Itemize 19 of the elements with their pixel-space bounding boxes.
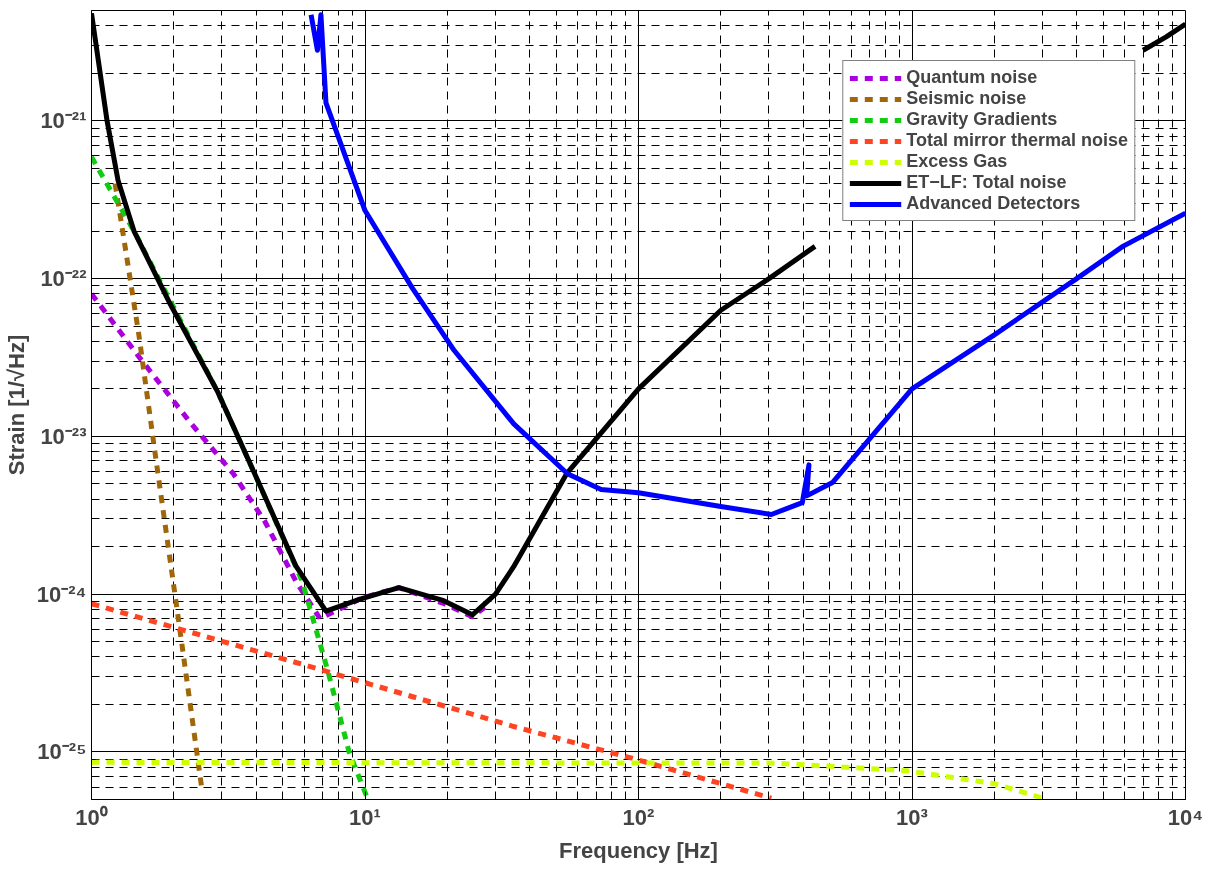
- y-tick-label: 10⁻²²: [40, 266, 87, 292]
- y-axis-title: Strain [1/√Hz]: [3, 334, 29, 476]
- x-tick-label: 10¹: [349, 804, 381, 830]
- legend-label: Seismic noise: [906, 88, 1027, 109]
- legend-label: Advanced Detectors: [906, 193, 1081, 214]
- legend-label: Quantum noise: [906, 67, 1038, 88]
- x-tick-label: 10³: [896, 804, 928, 830]
- legend-label: ET−LF: Total noise: [906, 172, 1067, 193]
- y-tick-label: 10⁻²³: [40, 423, 87, 449]
- x-tick-label: 10⁴: [1167, 804, 1204, 830]
- x-tick-label: 10²: [622, 804, 655, 830]
- legend-label: Total mirror thermal noise: [906, 130, 1128, 151]
- y-tick-label: 10⁻²⁵: [37, 739, 87, 765]
- legend-label: Excess Gas: [906, 151, 1008, 172]
- x-axis-title: Frequency [Hz]: [559, 837, 718, 863]
- legend-label: Gravity Gradients: [906, 109, 1058, 130]
- x-tick-label: 10⁰: [75, 804, 108, 830]
- y-tick-label: 10⁻²⁴: [36, 581, 87, 607]
- y-tick-label: 10⁻²¹: [40, 108, 87, 134]
